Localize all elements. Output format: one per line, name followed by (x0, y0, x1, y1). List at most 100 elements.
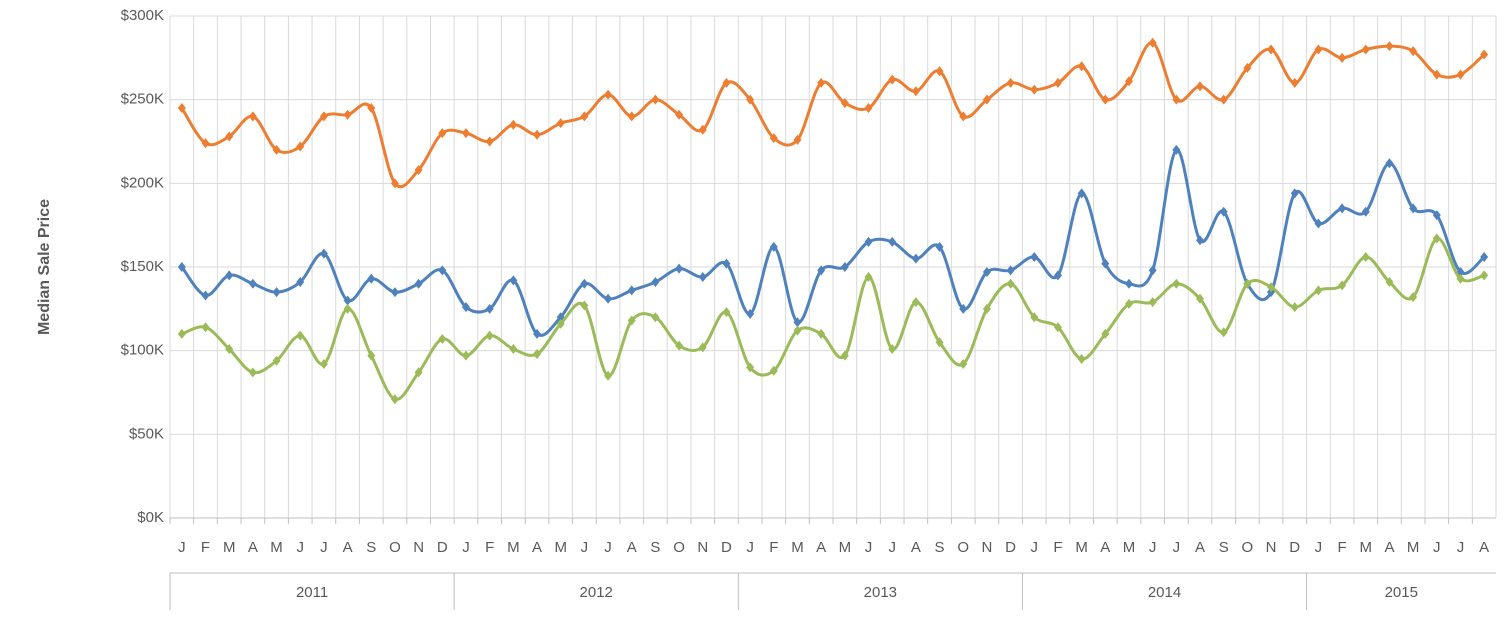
x-tick-label: J (581, 539, 589, 556)
point-marker (1480, 49, 1489, 60)
point-marker (817, 328, 826, 339)
point-marker (580, 278, 589, 289)
point-marker (1314, 218, 1323, 229)
point-marker (319, 111, 328, 122)
point-marker (1432, 210, 1441, 221)
point-marker (461, 350, 470, 361)
point-marker (1101, 328, 1110, 339)
x-tick-label: N (413, 539, 424, 556)
x-tick-label: J (1149, 539, 1157, 556)
x-tick-label: A (816, 539, 826, 556)
point-marker (746, 362, 755, 373)
x-tick-label: O (673, 539, 685, 556)
point-marker (225, 131, 234, 142)
point-marker (1053, 322, 1062, 333)
x-tick-label: F (1053, 539, 1062, 556)
point-marker (1006, 278, 1015, 289)
x-tick-label: F (1338, 539, 1347, 556)
point-marker (1124, 278, 1133, 289)
x-tick-label: J (746, 539, 754, 556)
point-marker (627, 111, 636, 122)
point-marker (604, 293, 613, 304)
point-marker (1196, 235, 1205, 246)
point-marker (722, 77, 731, 88)
x-tick-label: M (1407, 539, 1420, 556)
point-marker (296, 141, 305, 152)
x-tick-label: D (721, 539, 732, 556)
point-marker (959, 359, 968, 370)
y-tick-label: $150K (121, 258, 164, 275)
point-marker (414, 367, 423, 378)
point-marker (722, 258, 731, 269)
point-marker (414, 278, 423, 289)
point-marker (1409, 46, 1418, 57)
point-marker (1338, 52, 1347, 63)
point-marker (675, 263, 684, 274)
x-tick-label: A (1100, 539, 1110, 556)
x-tick-label: N (697, 539, 708, 556)
x-tick-label: S (935, 539, 945, 556)
point-marker (201, 322, 210, 333)
x-tick-label: J (320, 539, 328, 556)
x-tick-label: S (1219, 539, 1229, 556)
point-marker (1006, 77, 1015, 88)
point-marker (1077, 354, 1086, 365)
point-marker (651, 312, 660, 323)
x-tick-label: M (791, 539, 804, 556)
point-marker (390, 394, 399, 405)
point-marker (1267, 282, 1276, 293)
point-marker (840, 262, 849, 272)
point-marker (675, 340, 684, 351)
point-marker (1338, 280, 1347, 291)
point-marker (935, 337, 944, 348)
point-marker (911, 86, 920, 97)
point-marker (556, 118, 565, 129)
point-marker (1148, 37, 1157, 48)
group-label: 2011 (296, 584, 328, 601)
point-marker (651, 94, 660, 105)
point-marker (817, 77, 826, 88)
point-marker (1219, 327, 1228, 338)
group-label: 2015 (1385, 584, 1418, 601)
point-marker (580, 300, 589, 311)
x-tick-label: F (485, 539, 494, 556)
point-marker (1314, 44, 1323, 55)
point-marker (769, 133, 778, 144)
point-marker (272, 287, 281, 298)
point-marker (272, 355, 281, 366)
point-marker (1172, 94, 1181, 105)
x-tick-label: J (865, 539, 873, 556)
point-marker (248, 111, 257, 122)
x-tick-label: S (650, 539, 660, 556)
point-marker (177, 262, 186, 272)
point-marker (225, 270, 234, 281)
point-marker (1101, 94, 1110, 105)
point-marker (1053, 270, 1062, 281)
x-tick-label: F (769, 539, 778, 556)
point-marker (1030, 312, 1039, 323)
point-marker (1456, 273, 1465, 284)
point-marker (438, 265, 447, 276)
point-marker (509, 119, 518, 130)
point-marker (367, 103, 376, 114)
point-marker (1409, 203, 1418, 214)
point-marker (817, 265, 826, 276)
point-marker (1409, 292, 1418, 303)
point-marker (272, 144, 281, 155)
point-marker (343, 303, 352, 314)
point-marker (982, 267, 991, 278)
point-marker (343, 109, 352, 120)
x-tick-label: M (839, 539, 852, 556)
point-marker (864, 236, 873, 247)
group-label: 2013 (864, 584, 897, 601)
point-marker (533, 328, 542, 339)
point-marker (1172, 278, 1181, 289)
point-marker (698, 272, 707, 283)
x-tick-label: A (911, 539, 921, 556)
point-marker (1219, 206, 1228, 217)
point-marker (1243, 62, 1252, 73)
point-marker (390, 178, 399, 189)
x-tick-label: J (604, 539, 612, 556)
point-marker (769, 365, 778, 376)
point-marker (1006, 265, 1015, 276)
